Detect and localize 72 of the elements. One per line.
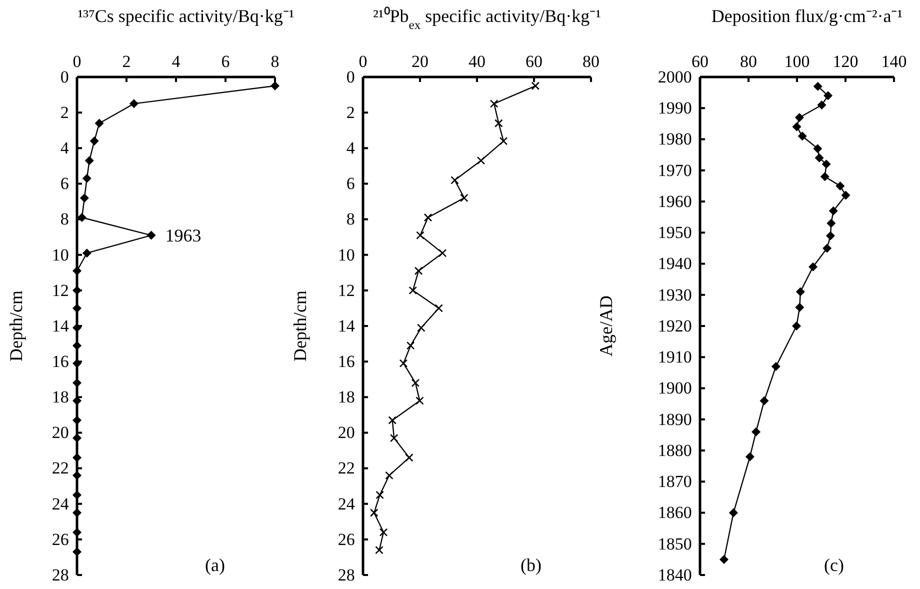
y-tick-label: 24 xyxy=(338,494,356,514)
y-tick-label: 0 xyxy=(346,67,355,86)
y-tick-label: 1990 xyxy=(658,98,692,118)
x-tick-label: 120 xyxy=(832,52,858,72)
y-axis-title: Depth/cm xyxy=(6,290,26,362)
x-tick-label: 0 xyxy=(358,52,368,72)
y-tick-label: 4 xyxy=(60,138,70,158)
y-tick-label: 1840 xyxy=(658,565,692,584)
y-tick-label: 8 xyxy=(60,210,69,229)
y-tick-label: 1860 xyxy=(658,503,692,522)
x-tick-label: 40 xyxy=(468,52,486,72)
x-axis-title: ¹³⁷Cs specific activity/Bq·kg⁻¹ xyxy=(78,6,294,26)
y-tick-label: 1930 xyxy=(658,285,692,304)
y-tick-label: 24 xyxy=(52,494,70,514)
y-tick-label: 1890 xyxy=(658,410,692,429)
y-tick-label: 14 xyxy=(52,316,70,336)
y-tick-label: 1880 xyxy=(658,440,692,460)
y-tick-label: 22 xyxy=(338,458,355,478)
y-tick-label: 18 xyxy=(338,388,355,407)
annotation: (c) xyxy=(824,555,844,575)
x-tick-label: 100 xyxy=(784,52,810,72)
y-tick-label: 0 xyxy=(60,67,69,86)
x-tick-label: 6 xyxy=(221,52,230,72)
y-tick-label: 12 xyxy=(52,280,69,300)
y-tick-label: 28 xyxy=(52,565,69,584)
y-tick-label: 20 xyxy=(338,423,355,442)
annotation: (a) xyxy=(205,555,225,575)
y-tick-label: 6 xyxy=(346,174,355,194)
y-tick-label: 18 xyxy=(52,388,69,407)
y-tick-label: 16 xyxy=(338,352,355,372)
y-tick-label: 26 xyxy=(338,530,355,549)
y-tick-label: 14 xyxy=(338,316,356,336)
x-axis-title: ²¹⁰Pb$_{ex}$ specific activity/Bq·kg⁻¹ xyxy=(372,6,602,32)
x-tick-label: 2 xyxy=(122,52,131,72)
y-tick-label: 2 xyxy=(60,103,69,122)
y-tick-label: 4 xyxy=(346,138,356,158)
x-tick-label: 140 xyxy=(881,52,907,72)
y-tick-label: 1950 xyxy=(658,223,692,242)
x-tick-label: 4 xyxy=(172,52,181,72)
y-axis-title: Age/AD xyxy=(596,296,616,356)
x-tick-label: 80 xyxy=(740,52,757,72)
y-axis-title: Depth/cm xyxy=(290,290,310,362)
y-tick-label: 12 xyxy=(338,280,355,300)
y-tick-label: 16 xyxy=(52,352,69,372)
y-tick-label: 8 xyxy=(346,210,355,229)
annotation: 1963 xyxy=(165,225,202,246)
y-tick-label: 1910 xyxy=(658,348,692,367)
y-tick-label: 1900 xyxy=(658,378,692,398)
y-tick-label: 10 xyxy=(338,245,355,264)
x-tick-label: 60 xyxy=(692,52,708,72)
annotation: (b) xyxy=(520,555,542,575)
y-tick-label: 1940 xyxy=(658,254,692,274)
y-tick-label: 1920 xyxy=(658,316,692,336)
y-tick-label: 22 xyxy=(52,458,69,478)
y-tick-label: 2000 xyxy=(658,67,692,86)
x-tick-label: 80 xyxy=(582,52,600,72)
y-tick-label: 1970 xyxy=(658,160,692,180)
y-tick-label: 1850 xyxy=(658,534,692,554)
y-tick-label: 20 xyxy=(52,423,69,442)
x-axis-title: Deposition flux/g·cm⁻²·a⁻¹ xyxy=(711,6,903,26)
y-tick-label: 1980 xyxy=(658,130,692,149)
x-tick-label: 0 xyxy=(72,52,82,72)
y-tick-label: 6 xyxy=(60,174,69,194)
x-tick-label: 60 xyxy=(526,52,542,72)
y-tick-label: 10 xyxy=(52,245,69,264)
y-tick-label: 1960 xyxy=(658,192,692,211)
x-tick-label: 20 xyxy=(412,52,428,72)
y-tick-label: 28 xyxy=(338,565,355,584)
y-tick-label: 1870 xyxy=(658,472,692,492)
y-tick-label: 26 xyxy=(52,530,69,549)
x-tick-label: 8 xyxy=(270,52,280,72)
y-tick-label: 2 xyxy=(346,103,355,122)
